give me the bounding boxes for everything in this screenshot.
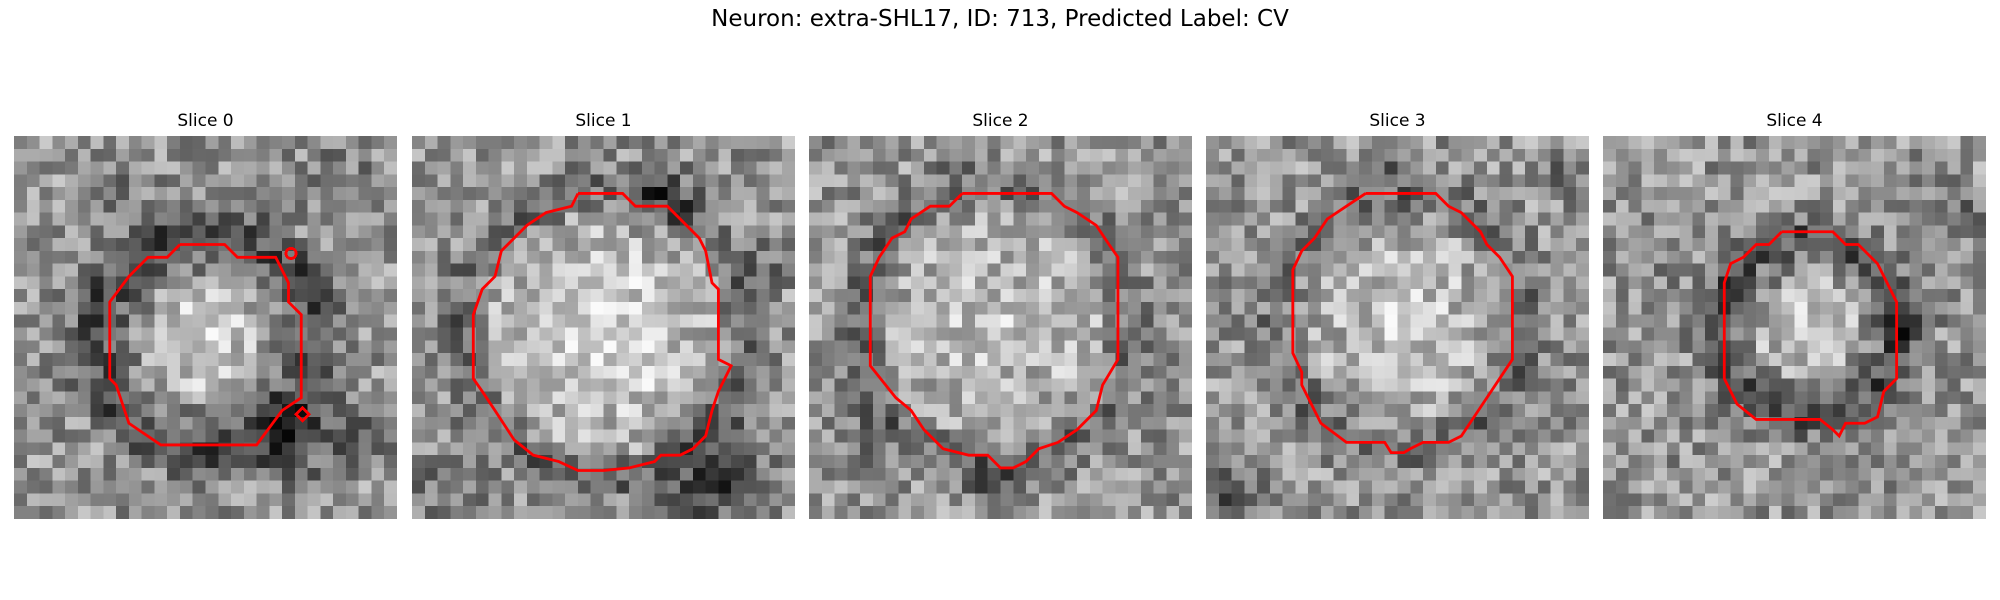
segmentation-contour-3 xyxy=(1291,192,1514,455)
slice-image-2 xyxy=(809,136,1192,519)
slice-image-1 xyxy=(412,136,795,519)
figure-title: Neuron: extra-SHL17, ID: 713, Predicted … xyxy=(711,6,1289,32)
slice-panel-0: Slice 0 xyxy=(14,110,397,519)
slice-panel-2: Slice 2 xyxy=(809,110,1192,519)
slice-panel-1: Slice 1 xyxy=(412,110,795,519)
segmentation-contour-1 xyxy=(471,192,734,472)
segmentation-contour-2 xyxy=(868,192,1120,470)
slice-title-2: Slice 2 xyxy=(972,111,1029,131)
slice-title-3: Slice 3 xyxy=(1369,111,1426,131)
slice-panel-3: Slice 3 xyxy=(1206,110,1589,519)
slice-title-1: Slice 1 xyxy=(575,111,632,131)
segmentation-contour-0 xyxy=(108,243,303,447)
slice-title-4: Slice 4 xyxy=(1766,111,1823,131)
segmentation-contour-4 xyxy=(1722,230,1899,439)
slice-image-4 xyxy=(1603,136,1986,519)
slice-image-3 xyxy=(1206,136,1589,519)
slice-title-0: Slice 0 xyxy=(177,111,234,131)
slice-image-0 xyxy=(14,136,397,519)
slice-panel-4: Slice 4 xyxy=(1603,110,1986,519)
